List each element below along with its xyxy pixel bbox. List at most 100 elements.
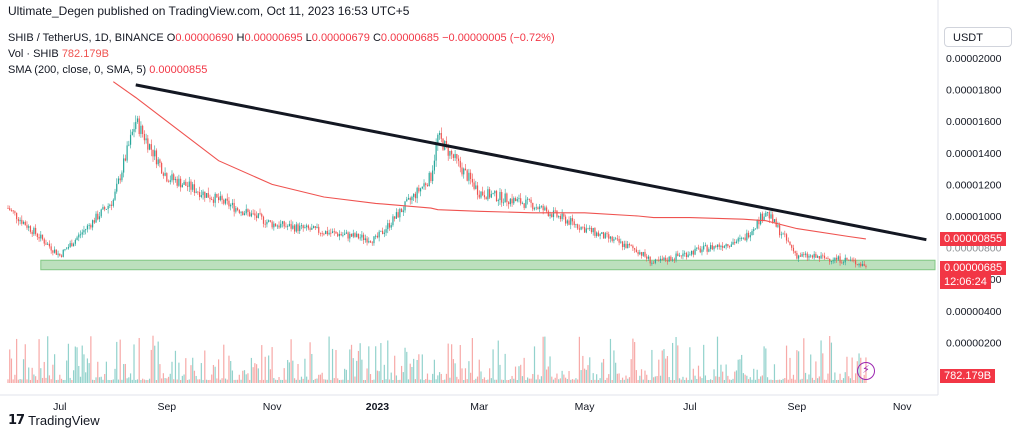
candle-body [199, 192, 201, 197]
candle-body [570, 218, 572, 225]
volume-bar [224, 378, 227, 383]
volume-bar [820, 340, 822, 383]
volume-bar [782, 378, 784, 383]
candle-body [16, 212, 18, 220]
volume-bar [445, 373, 448, 383]
candle-body [530, 199, 532, 203]
candle-body [47, 243, 49, 245]
candle-body [426, 185, 429, 187]
volume-bar [192, 357, 194, 383]
candle-body [747, 232, 750, 238]
candle-body [316, 226, 318, 228]
volume-bar [202, 379, 204, 383]
currency-button[interactable]: USDT [944, 27, 1012, 47]
candle-body [121, 172, 123, 181]
volume-bar [708, 379, 710, 383]
volume-bar [338, 379, 341, 383]
candle-body [90, 225, 92, 228]
volume-bar [124, 363, 126, 383]
volume-bar [233, 379, 235, 383]
candle-body [183, 181, 185, 185]
volume-bar [732, 378, 734, 383]
volume-bar [763, 346, 765, 383]
candle-body [708, 249, 710, 252]
candle-body [45, 243, 47, 245]
candle-body [682, 253, 684, 257]
volume-bar [302, 378, 304, 383]
candle-body [74, 239, 76, 244]
candle-body [425, 183, 427, 186]
candle-body [623, 243, 625, 247]
lightning-icon[interactable]: ⚡ [857, 362, 875, 380]
candle-body [628, 244, 631, 246]
candle-body [495, 190, 498, 202]
volume-bar [380, 343, 382, 383]
candle-body [349, 233, 351, 239]
time-axis-label: Mar [470, 401, 489, 413]
candle-body [654, 259, 656, 263]
candle-body [36, 233, 38, 237]
volume-bar [438, 372, 441, 383]
volume-bar [489, 368, 491, 383]
volume-bar [93, 379, 95, 383]
candle-body [110, 204, 113, 206]
volume-bar [770, 379, 772, 383]
volume-bar [582, 355, 584, 383]
volume-bar [613, 350, 615, 383]
volume-bar [257, 368, 259, 383]
candle-body [849, 259, 852, 261]
volume-bar [678, 378, 681, 383]
candle-body [709, 245, 712, 250]
volume-bar [480, 371, 482, 383]
volume-bar [578, 336, 580, 383]
candle-body [602, 232, 605, 239]
candle-body [504, 193, 506, 203]
candle-body [451, 150, 453, 155]
volume-bar [33, 374, 35, 383]
candle-body [312, 226, 315, 228]
volume-bar [675, 337, 677, 383]
candle-body [81, 232, 83, 235]
candle-body [381, 230, 384, 234]
candle-body [238, 209, 240, 213]
candle-body [433, 160, 435, 171]
volume-bar [152, 335, 154, 383]
candle-body [411, 196, 413, 201]
candle-body [587, 228, 589, 230]
candle-body [340, 234, 342, 236]
volume-bar [17, 379, 19, 383]
symbol-row[interactable]: SHIB / TetherUS, 1D, BINANCE O0.00000690… [8, 30, 555, 46]
volume-bar [21, 379, 23, 383]
candle-body [366, 238, 368, 243]
volume-bar [798, 351, 800, 383]
volume-bar [249, 379, 251, 383]
candle-body [419, 188, 422, 192]
volume-row[interactable]: Vol · SHIB 782.179B [8, 46, 555, 62]
candle-body [143, 134, 145, 141]
volume-bar [623, 379, 625, 383]
candle-body [247, 209, 249, 212]
volume-bar [823, 379, 826, 383]
volume-bar [342, 379, 344, 383]
volume-bar [200, 363, 202, 383]
candle-body [274, 223, 277, 227]
candle-body [798, 255, 800, 259]
volume-bar [383, 364, 385, 383]
volume-bar [142, 378, 144, 383]
volume-bar [521, 376, 524, 383]
candle-body [575, 224, 577, 226]
candle-body [323, 233, 325, 235]
volume-bar [204, 350, 206, 383]
candle-body [723, 246, 725, 248]
sma-row[interactable]: SMA (200, close, 0, SMA, 5) 0.00000855 [8, 62, 555, 78]
candle-body [713, 246, 715, 250]
volume-bar [454, 363, 456, 383]
candle-body [637, 252, 639, 255]
volume-bar [352, 358, 354, 383]
volume-bar [777, 379, 779, 383]
volume-bar [359, 343, 361, 383]
volume-bar [205, 379, 208, 383]
candle-body [566, 220, 568, 224]
volume-bar [230, 361, 232, 383]
